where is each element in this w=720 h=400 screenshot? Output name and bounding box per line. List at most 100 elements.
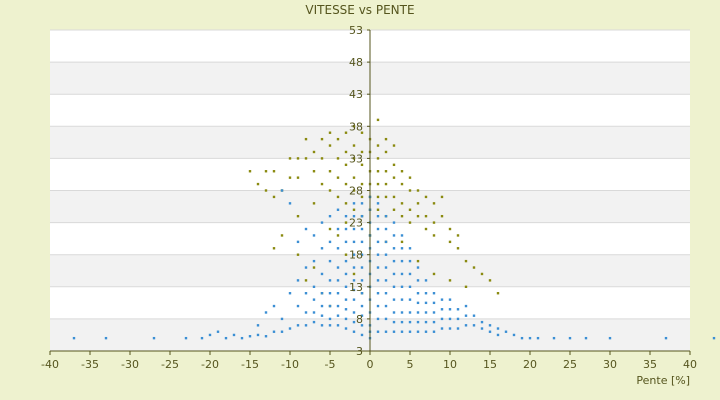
data-point — [408, 320, 412, 324]
data-point — [232, 333, 236, 337]
data-point — [312, 170, 316, 173]
data-point — [152, 336, 156, 340]
data-point — [288, 327, 292, 330]
data-point — [432, 301, 436, 305]
x-axis-ticks: -40 -35 -30 -25 -20 -15 -10 -5 0 5 10 15 20 25 30 35 40 — [41, 351, 697, 371]
data-point — [384, 214, 388, 218]
x-tick-label: 10 — [443, 358, 457, 371]
data-point — [336, 195, 340, 199]
x-tick-label: -5 — [325, 358, 336, 371]
data-point — [392, 176, 396, 179]
data-point — [344, 221, 348, 224]
data-point — [392, 163, 396, 167]
data-point — [328, 240, 332, 244]
data-point — [456, 308, 460, 311]
x-tick-label: 35 — [643, 358, 657, 371]
data-point — [344, 259, 348, 263]
data-point — [248, 335, 252, 338]
data-point — [424, 195, 428, 199]
data-point — [400, 272, 404, 276]
data-point — [464, 259, 468, 263]
data-point — [384, 170, 388, 173]
data-point — [336, 227, 340, 231]
data-point — [456, 247, 460, 250]
data-point — [320, 292, 324, 295]
data-point — [424, 227, 428, 231]
data-point — [408, 259, 412, 263]
data-point — [344, 131, 348, 134]
data-point — [360, 314, 364, 317]
data-point — [360, 266, 364, 269]
data-point — [384, 253, 388, 256]
data-point — [448, 308, 452, 311]
data-point — [296, 214, 300, 218]
data-point — [480, 327, 484, 330]
data-point — [328, 227, 332, 231]
data-point — [416, 330, 420, 333]
data-point — [376, 170, 380, 173]
data-point — [456, 327, 460, 330]
data-point — [432, 320, 436, 324]
data-point — [392, 330, 396, 333]
data-point — [344, 240, 348, 244]
data-point — [304, 157, 308, 160]
data-point — [360, 131, 364, 134]
x-axis-title: Pente [%] — [636, 374, 690, 387]
data-point — [528, 336, 532, 340]
data-point — [400, 298, 404, 301]
x-tick-label: -20 — [201, 358, 219, 371]
data-point — [448, 279, 452, 282]
data-point — [392, 221, 396, 224]
data-point — [456, 317, 460, 321]
data-point — [304, 311, 308, 314]
data-point — [384, 195, 388, 199]
data-point — [328, 292, 332, 295]
data-point — [584, 336, 588, 340]
data-point — [408, 285, 412, 288]
data-point — [424, 320, 428, 324]
data-point — [440, 317, 444, 321]
x-tick-label: 0 — [367, 358, 374, 371]
data-point — [440, 327, 444, 330]
data-point — [376, 240, 380, 244]
data-point — [408, 272, 412, 276]
data-point — [264, 170, 268, 173]
data-point — [408, 221, 412, 224]
data-point — [384, 330, 388, 333]
data-point — [296, 176, 300, 179]
x-tick-label: 30 — [603, 358, 617, 371]
data-point — [320, 137, 324, 141]
data-point — [288, 202, 292, 205]
data-point — [304, 137, 308, 141]
y-tick-label: 53 — [349, 24, 363, 37]
data-point — [464, 285, 468, 288]
data-point — [432, 311, 436, 314]
data-point — [448, 317, 452, 321]
data-point — [312, 150, 316, 154]
data-point — [352, 298, 356, 301]
data-point — [464, 324, 468, 327]
data-point — [392, 195, 396, 199]
data-point — [344, 214, 348, 218]
data-point — [304, 279, 308, 282]
data-point — [264, 335, 268, 338]
data-point — [376, 292, 380, 295]
data-point — [408, 298, 412, 301]
data-point — [496, 327, 500, 330]
data-point — [312, 311, 316, 314]
data-point — [448, 240, 452, 244]
data-point — [352, 240, 356, 244]
data-point — [352, 288, 356, 292]
data-point — [448, 327, 452, 330]
data-point — [352, 144, 356, 147]
data-point — [360, 202, 364, 205]
data-point — [312, 320, 316, 324]
data-point — [496, 292, 500, 295]
data-point — [480, 320, 484, 324]
data-point — [360, 279, 364, 282]
data-point — [384, 279, 388, 282]
data-point — [344, 182, 348, 186]
data-point — [464, 314, 468, 317]
y-tick-label: 28 — [349, 185, 363, 198]
